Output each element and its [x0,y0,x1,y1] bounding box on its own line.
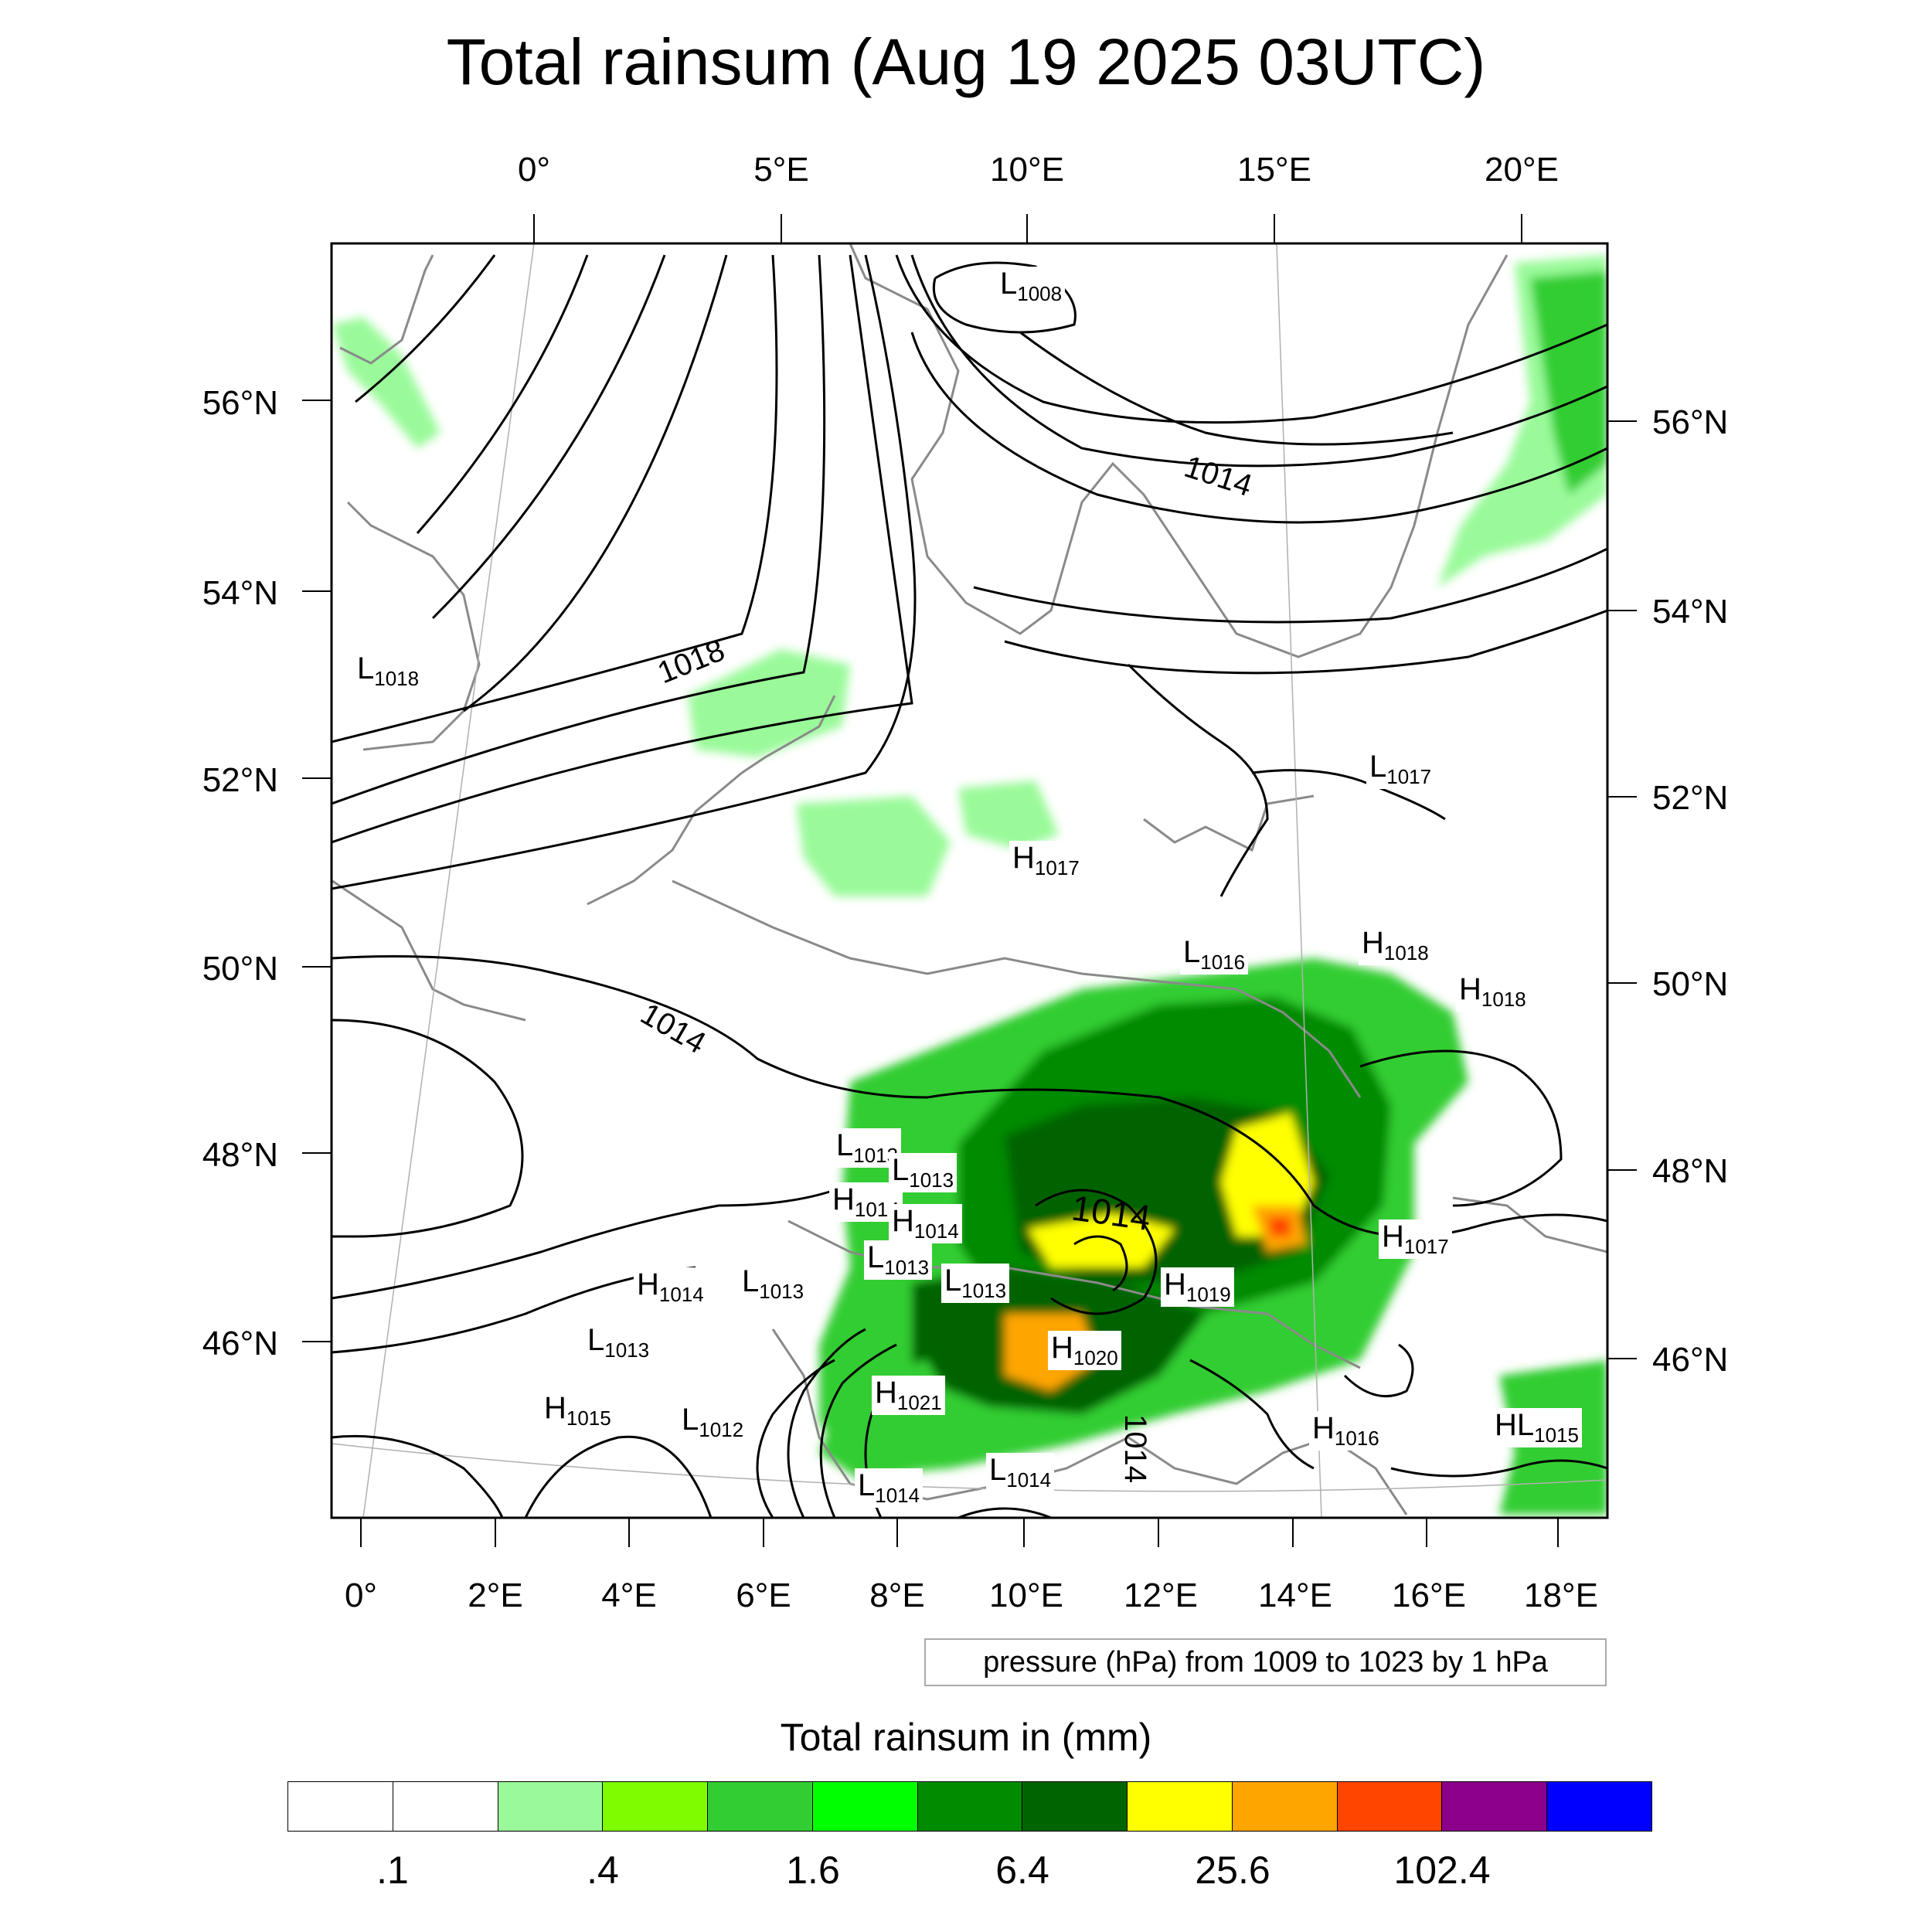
pressure-center: H1016 [1309,1411,1383,1451]
pressure-center: H1014 [634,1267,707,1307]
pressure-center: H1021 [872,1376,945,1415]
lon-label-top: 20°E [1485,151,1559,189]
colorbar-box-12 [1546,1781,1652,1832]
coastlines [332,243,1607,1515]
pressure-center: L1013 [864,1240,933,1280]
colorbar-box-0 [287,1781,393,1832]
colorbar-box-7 [1022,1781,1128,1832]
pressure-center: H1017 [1009,841,1083,880]
pressure-center: L1018 [354,651,423,691]
lat-label-right: 48°N [1652,1152,1729,1190]
colorbar-box-9 [1231,1781,1338,1832]
colorbar-label: 1.6 [786,1849,840,1892]
lat-label-right: 54°N [1652,593,1729,631]
map-frame [330,242,1609,1519]
isobars [332,254,1607,1518]
lat-label-left: 52°N [202,761,278,799]
colorbar-box-5 [811,1781,918,1832]
colorbar-box-1 [392,1781,498,1832]
lat-label-right: 52°N [1652,779,1729,817]
lon-label-bottom: 0° [344,1577,378,1614]
lon-label-top: 15°E [1237,151,1311,189]
colorbar-label: .1 [376,1849,409,1892]
lon-label-top: 5°E [753,151,809,189]
pressure-center: H1020 [1048,1331,1121,1370]
pressure-center: HL1015 [1492,1408,1582,1447]
pressure-center: H1017 [1379,1219,1452,1259]
lat-label-left: 48°N [202,1136,278,1174]
colorbar-label: 6.4 [995,1849,1049,1892]
chart-title: Total rainsum (Aug 19 2025 03UTC) [446,26,1486,98]
pressure-center: H1018 [1456,972,1529,1012]
pressure-center: L1016 [1180,935,1249,975]
lon-label-bottom: 14°E [1258,1577,1332,1614]
graticule [332,243,1607,1518]
colorbar-label: 102.4 [1393,1849,1491,1892]
contour-label: 1014 [1118,1414,1152,1483]
lon-label-bottom: 18°E [1524,1577,1598,1614]
contour-label: 1014 [635,997,712,1061]
lat-label-right: 56°N [1652,403,1729,441]
lon-label-top: 10°E [990,151,1064,189]
pressure-center: L1014 [855,1468,923,1508]
pressure-center: L1013 [584,1323,653,1362]
pressure-info-box: pressure (hPa) from 1009 to 1023 by 1 hP… [924,1638,1607,1686]
tick-marks [302,214,1637,1547]
lon-label-bottom: 6°E [736,1577,791,1614]
pressure-center: L1013 [739,1264,808,1304]
colorbar-box-2 [497,1781,604,1832]
contour-label: 1014 [1180,450,1256,503]
lon-label-bottom: 16°E [1392,1577,1466,1614]
lon-label-bottom: 2°E [468,1577,523,1614]
colorbar-box-4 [707,1781,813,1832]
lon-label-bottom: 8°E [869,1577,925,1614]
pressure-center: H1014 [889,1204,962,1243]
lat-label-left: 50°N [202,950,278,988]
lat-label-right: 50°N [1652,965,1729,1003]
lat-label-left: 54°N [202,574,278,612]
colorbar-label: 25.6 [1195,1849,1270,1892]
lat-label-right: 46°N [1652,1341,1729,1379]
lon-label-bottom: 12°E [1124,1577,1198,1614]
lon-label-bottom: 10°E [989,1577,1063,1614]
lat-label-left: 46°N [202,1325,278,1362]
pressure-center: L1012 [679,1403,747,1442]
lat-label-left: 56°N [202,384,278,422]
colorbar-box-11 [1441,1781,1548,1832]
pressure-center: H1019 [1161,1267,1234,1307]
pressure-center: H1018 [1359,926,1432,965]
lon-label-top: 0° [517,151,551,189]
pressure-center: H1015 [541,1391,614,1430]
colorbar [287,1781,1652,1832]
legend-title: Total rainsum in (mm) [780,1716,1152,1759]
pressure-center: L1017 [1366,750,1435,789]
precip-field [332,255,1607,1515]
colorbar-box-10 [1336,1781,1443,1832]
colorbar-label: .4 [587,1849,619,1892]
pressure-center: L1013 [941,1264,1010,1303]
pressure-center: L1008 [997,267,1066,306]
colorbar-box-3 [602,1781,709,1832]
lon-label-bottom: 4°E [601,1577,657,1614]
colorbar-box-6 [917,1781,1023,1832]
pressure-center: L1014 [986,1453,1055,1492]
colorbar-box-8 [1127,1781,1233,1832]
